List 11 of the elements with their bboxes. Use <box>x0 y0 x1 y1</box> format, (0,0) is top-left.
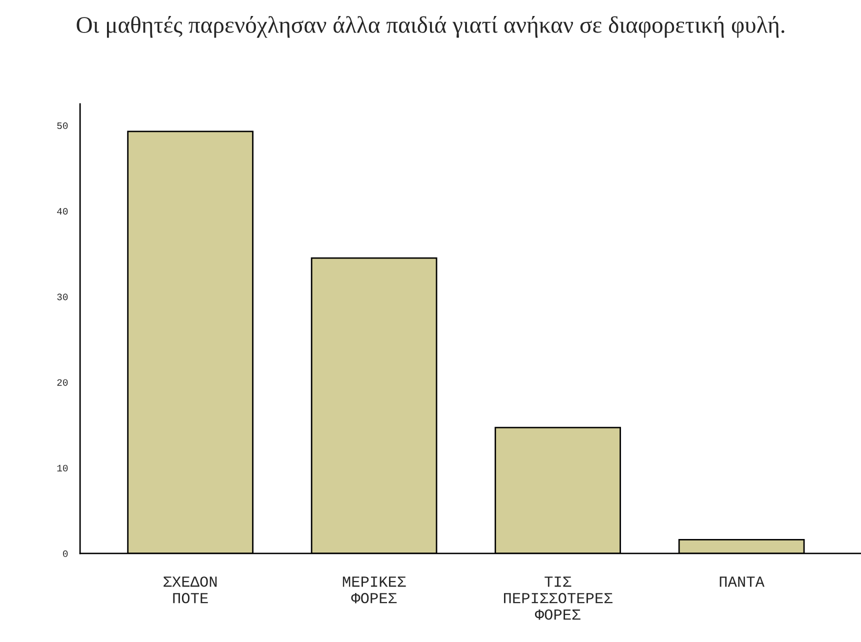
y-tick-label: 10 <box>57 464 68 472</box>
y-tick-label: 20 <box>57 379 68 386</box>
y-tick-label: 50 <box>57 122 68 130</box>
x-tick-label: ΠΑΝΤΑ <box>720 576 764 587</box>
chart-title: Οι μαθητές παρενόχλησαν άλλα παιδιά γιατί ανήκαν σε διαφορετική φυλή. <box>76 16 784 38</box>
x-tick-label: ΤΙΣ ΠΕΡΙΣΣΟΤΕΡΕΣ ΦΟΡΕΣ <box>504 576 612 620</box>
x-tick-label: ΣΧΕΔΟΝ ΠΟΤΕ <box>164 576 217 604</box>
y-tick-label: 30 <box>57 294 68 300</box>
y-tick-label: 40 <box>57 208 68 215</box>
x-tick-label: ΜΕΡΙΚΕΣ ΦΟΡΕΣ <box>342 576 406 604</box>
y-tick-label: 0 <box>63 550 68 558</box>
